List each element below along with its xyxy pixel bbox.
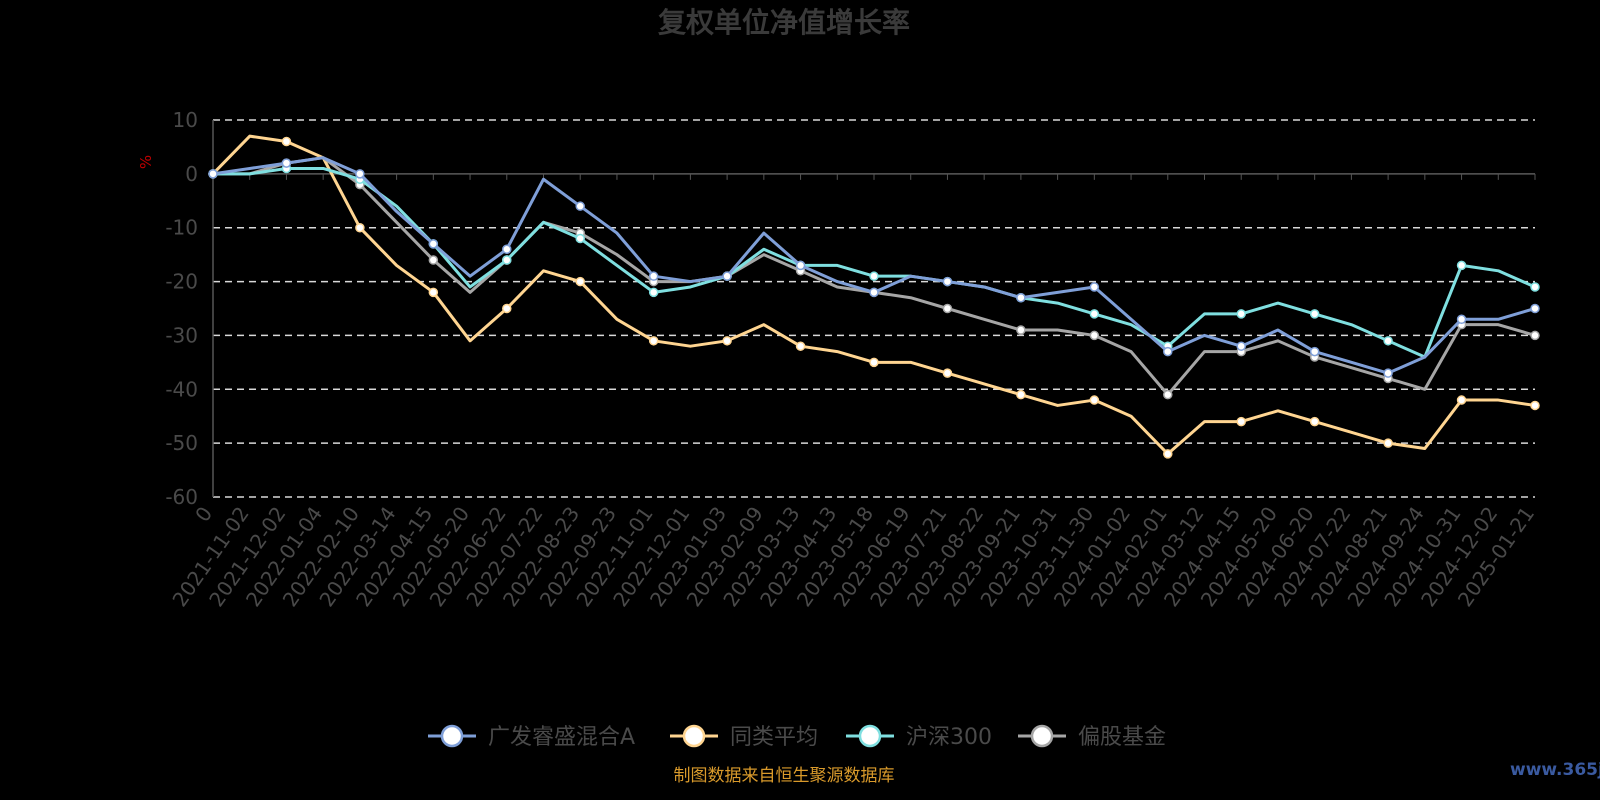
data-point xyxy=(428,287,439,298)
data-point xyxy=(428,255,439,265)
data-point xyxy=(942,303,953,314)
data-point xyxy=(502,303,512,314)
data-point xyxy=(428,239,439,249)
series-line xyxy=(212,156,1536,375)
data-point xyxy=(1383,438,1393,448)
data-point xyxy=(795,341,806,351)
data-point xyxy=(869,287,879,298)
legend-marker xyxy=(440,724,464,748)
data-point xyxy=(1236,416,1246,427)
y-tick-label: 0 xyxy=(185,162,198,186)
y-tick-label: -60 xyxy=(165,485,198,509)
chart-title: 复权单位净值增长率 xyxy=(658,6,910,39)
data-point xyxy=(1163,389,1173,400)
data-point xyxy=(722,271,732,281)
data-point xyxy=(1530,303,1540,314)
legend-marker xyxy=(858,724,882,748)
data-point xyxy=(648,271,659,281)
data-point xyxy=(1309,416,1320,427)
y-axis-unit: % xyxy=(137,155,155,169)
data-point xyxy=(795,260,806,271)
data-point xyxy=(1456,260,1467,271)
data-source-note: 制图数据来自恒生聚源数据库 xyxy=(674,766,895,786)
watermark: www.365jz.com xyxy=(1510,760,1600,780)
data-point xyxy=(281,158,292,168)
data-point xyxy=(942,368,953,378)
data-point xyxy=(502,244,512,255)
data-point xyxy=(1383,368,1393,378)
legend-label[interactable]: 偏股基金 xyxy=(1078,725,1166,750)
data-point xyxy=(1163,449,1173,459)
data-point xyxy=(1456,395,1467,405)
data-point xyxy=(1089,330,1100,341)
data-point xyxy=(281,136,292,147)
data-point xyxy=(1016,389,1026,400)
y-tick-label: -40 xyxy=(165,377,198,401)
data-point xyxy=(1163,346,1173,357)
legend-label[interactable]: 同类平均 xyxy=(730,725,818,750)
series-line xyxy=(213,166,1536,359)
data-point xyxy=(1016,325,1026,335)
data-point xyxy=(575,233,585,244)
data-point xyxy=(942,276,953,287)
x-tick-label: 0 xyxy=(190,502,217,526)
legend-marker xyxy=(1030,724,1054,748)
data-point xyxy=(1309,346,1320,357)
data-point xyxy=(575,276,585,287)
data-point xyxy=(1530,400,1540,411)
grid xyxy=(212,119,1536,498)
data-point xyxy=(575,201,585,211)
data-point xyxy=(1089,395,1100,405)
y-axis-ticks: 10 0 -10 -20 -30 -40 -50 -60 xyxy=(165,108,198,509)
data-point xyxy=(1309,309,1320,319)
data-point xyxy=(722,336,732,346)
data-point xyxy=(208,169,218,179)
data-point xyxy=(869,357,879,368)
data-point xyxy=(502,255,512,265)
legend: 广发睿盛混合A 同类平均 沪深300 偏股基金 xyxy=(428,724,1166,750)
data-point xyxy=(355,222,365,233)
legend-marker xyxy=(682,724,706,748)
data-point xyxy=(1530,330,1540,341)
data-point xyxy=(1530,282,1540,292)
y-tick-label: -10 xyxy=(165,216,198,240)
y-tick-label: 10 xyxy=(173,108,198,132)
data-point xyxy=(648,336,659,346)
data-point xyxy=(1383,336,1393,346)
data-point xyxy=(1236,309,1246,319)
y-tick-label: -30 xyxy=(165,323,198,347)
legend-label[interactable]: 广发睿盛混合A xyxy=(488,725,635,750)
data-point xyxy=(1236,341,1246,351)
data-point xyxy=(1016,292,1026,303)
data-point xyxy=(648,287,659,298)
data-point xyxy=(355,169,365,179)
y-tick-label: -50 xyxy=(165,431,198,455)
series-group xyxy=(208,134,1540,459)
x-axis-ticks: 02021-11-022021-12-022022-01-042022-02-1… xyxy=(167,502,1539,611)
data-point xyxy=(1089,309,1100,319)
data-point xyxy=(1089,282,1100,292)
data-point xyxy=(869,271,879,281)
data-point xyxy=(1456,314,1467,325)
legend-label[interactable]: 沪深300 xyxy=(906,725,992,750)
y-tick-label: -20 xyxy=(165,270,198,294)
